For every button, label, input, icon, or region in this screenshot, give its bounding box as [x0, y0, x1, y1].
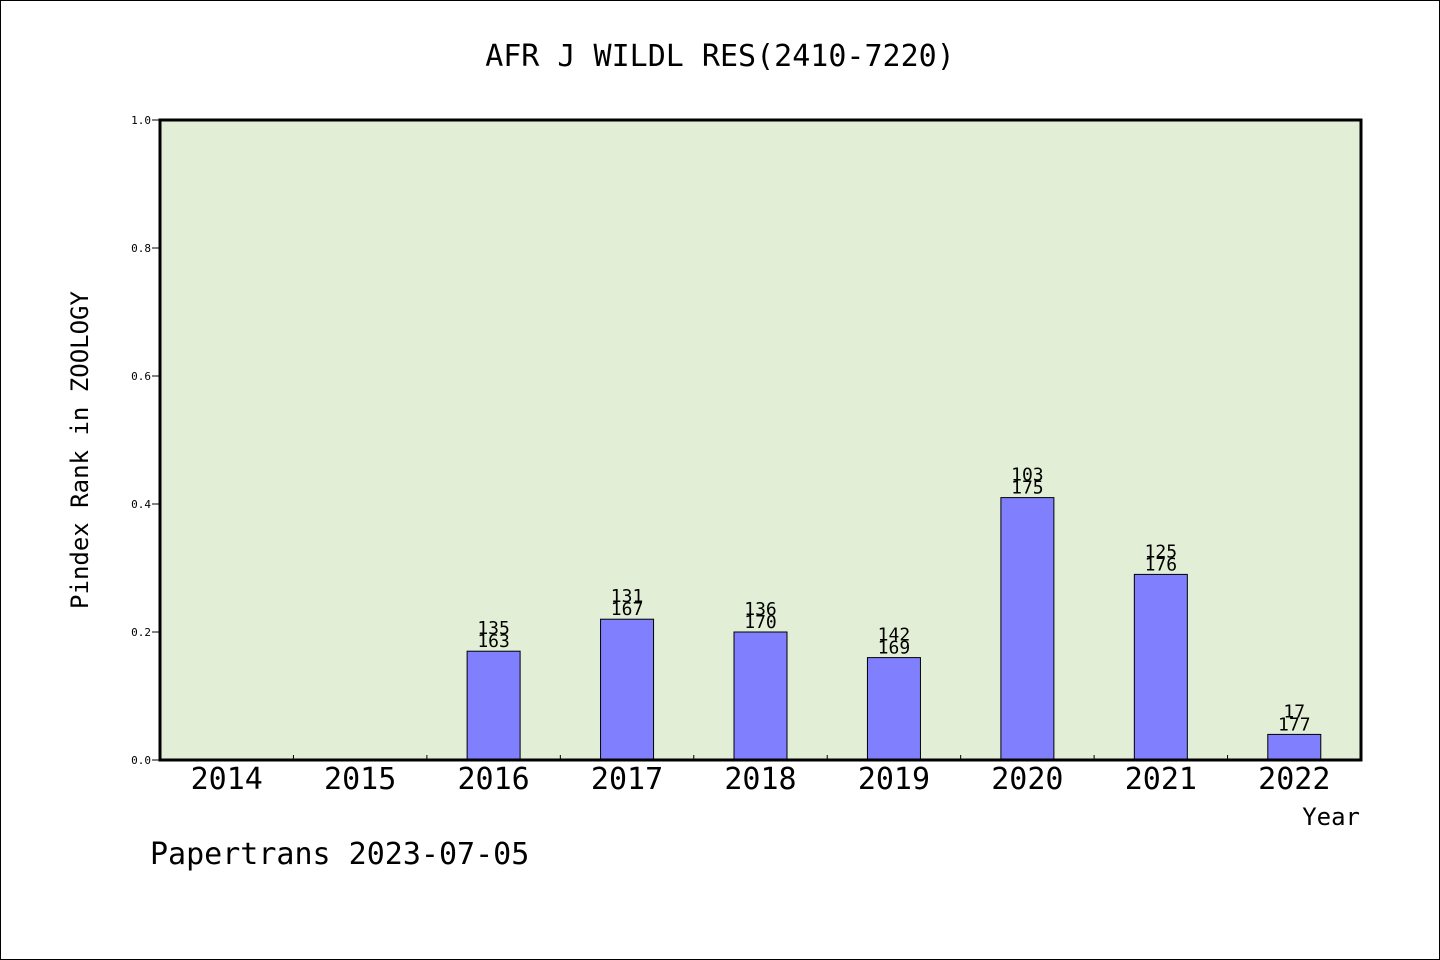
x-tick-label: 2018 — [724, 762, 796, 797]
bar — [600, 618, 655, 761]
bar-rank-label: 142 — [878, 625, 911, 646]
bar-rank-label: 125 — [1145, 541, 1178, 562]
bar — [733, 631, 788, 761]
y-tick-label: 0.8 — [131, 242, 151, 255]
bar — [1133, 573, 1188, 761]
y-tick-label: 1.0 — [131, 114, 151, 127]
bar-total-label: 163 — [477, 631, 510, 652]
bar — [466, 650, 521, 761]
x-tick-label: 2021 — [1125, 762, 1197, 797]
y-tick-label: 0.6 — [131, 370, 151, 383]
y-tick-label: 0.2 — [131, 626, 151, 639]
bar-rank-label: 103 — [1011, 465, 1044, 486]
bar-rank-label: 136 — [744, 599, 777, 620]
x-tick-label: 2022 — [1258, 762, 1330, 797]
x-tick-label: 2017 — [591, 762, 663, 797]
footer-stamp: Papertrans 2023-07-05 — [150, 837, 529, 872]
bar-rank-label: 17 — [1283, 701, 1305, 722]
bar-rank-label: 135 — [477, 618, 510, 639]
x-tick-label: 2016 — [457, 762, 529, 797]
bar-total-label: 177 — [1278, 714, 1311, 735]
bar-total-label: 169 — [878, 638, 911, 659]
x-tick-label: 2020 — [991, 762, 1063, 797]
bar — [866, 657, 921, 761]
bar — [1267, 733, 1322, 761]
chart-title: AFR J WILDL RES(2410-7220) — [485, 39, 955, 74]
x-tick-label: 2015 — [324, 762, 396, 797]
bar-total-label: 175 — [1011, 478, 1044, 499]
bar-total-label: 170 — [744, 612, 777, 633]
y-tick-label: 0.0 — [131, 754, 151, 767]
y-axis-label: Pindex Rank in ZOOLOGY — [66, 291, 94, 609]
bar-total-label: 176 — [1145, 554, 1178, 575]
y-tick-label: 0.4 — [131, 498, 151, 511]
x-axis-label: Year — [1302, 803, 1360, 831]
bar — [1000, 497, 1055, 761]
plot-border — [158, 118, 1363, 762]
x-tick-label: 2014 — [191, 762, 263, 797]
bar-total-label: 167 — [611, 599, 644, 620]
bar-rank-label: 131 — [611, 586, 644, 607]
x-tick-label: 2019 — [858, 762, 930, 797]
